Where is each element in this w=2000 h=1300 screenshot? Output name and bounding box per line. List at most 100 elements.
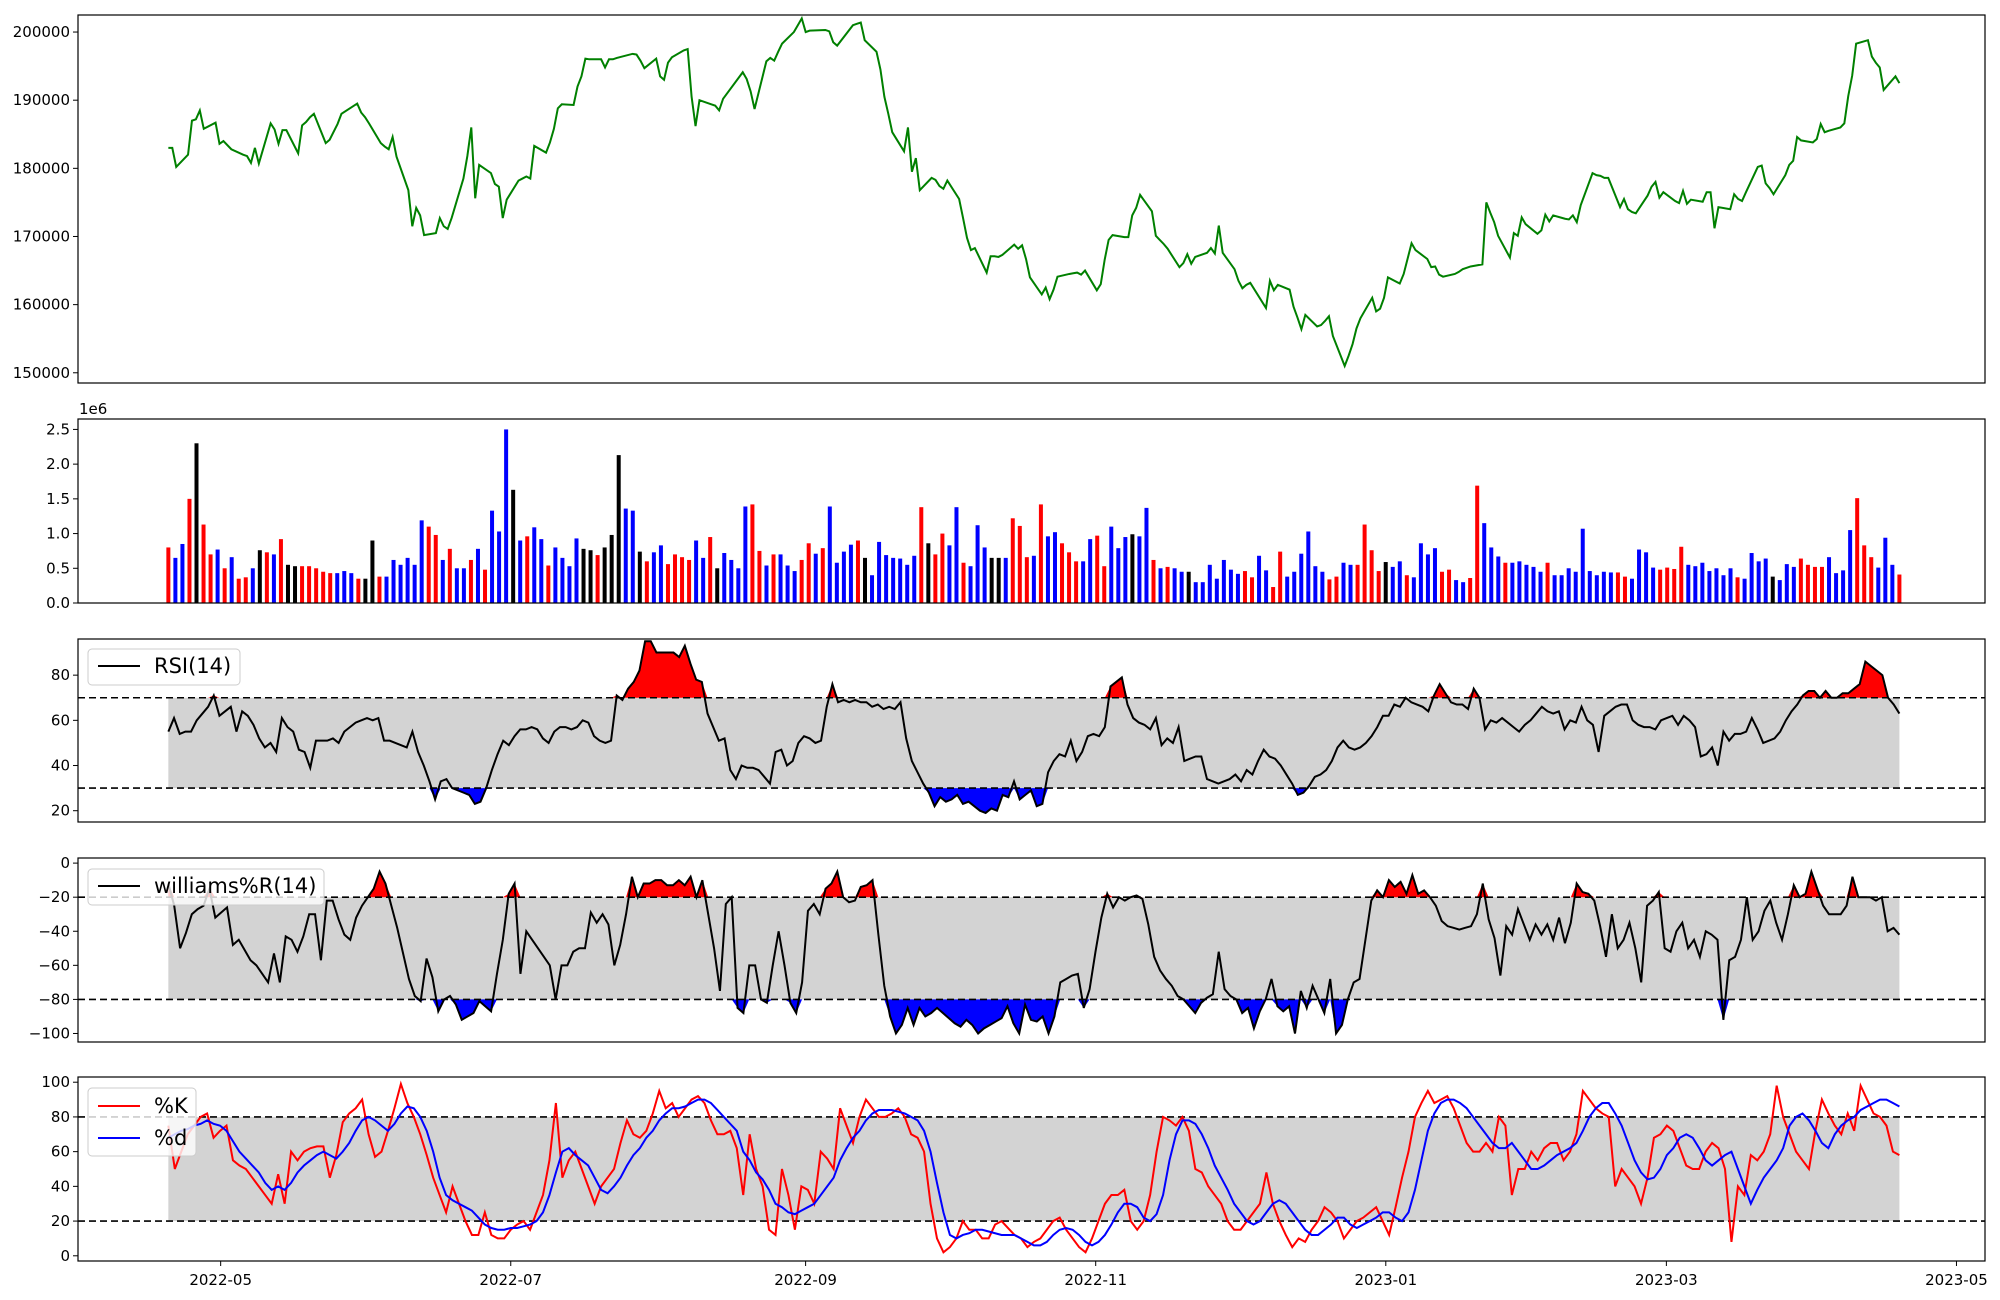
volume-bar [208, 554, 213, 603]
x-tick-label: 2022-11 [1064, 1271, 1127, 1289]
volume-bar [1869, 557, 1874, 603]
stochastic-frame [77, 1076, 1986, 1262]
volume-bar [511, 489, 516, 603]
volume-bar [1250, 577, 1255, 603]
volume-bar [1383, 562, 1388, 603]
volume-bar [848, 544, 853, 603]
volume-bar [426, 526, 431, 603]
volume-bar [651, 552, 656, 603]
volume-bar [1376, 571, 1381, 603]
volume-bar [180, 543, 185, 603]
volume-bar [440, 559, 445, 603]
volume-bar [1819, 566, 1824, 603]
volume-bar [300, 566, 305, 603]
volume-bar [757, 550, 762, 603]
volume-bar [1151, 559, 1156, 603]
volume-bar [377, 576, 382, 603]
volume-bar [834, 562, 839, 603]
volume-bar [1805, 564, 1810, 603]
volume-bar [1510, 562, 1515, 603]
price-line [168, 15, 1901, 369]
volume-bar [1045, 536, 1050, 603]
volume-bar [701, 557, 706, 603]
volume-bar [363, 578, 368, 603]
volume-bar [771, 554, 776, 603]
volume-bar [1221, 559, 1226, 603]
volume-bar [490, 510, 495, 603]
volume-bar [1074, 561, 1079, 603]
volume-bar [1362, 524, 1367, 603]
volume-bar [1580, 528, 1585, 603]
volume-bar [187, 498, 192, 603]
volume-bar [328, 573, 333, 603]
volume-bar [687, 559, 692, 603]
rsi-band [168, 697, 1900, 789]
volume-bar [1369, 550, 1374, 603]
volume-bar [1468, 578, 1473, 603]
volume-bar [257, 550, 262, 603]
stochastic-ytick-label: 20 [51, 1212, 70, 1230]
volume-bar [1897, 574, 1902, 603]
volume-bar [222, 568, 227, 603]
volume-bar [855, 540, 860, 603]
volume-bar [1242, 571, 1247, 603]
volume-bar [293, 566, 298, 603]
volume-bar [1651, 567, 1656, 603]
volume-bar [1496, 556, 1501, 603]
volume-bar [715, 568, 720, 603]
volume-bar [1672, 568, 1677, 603]
volume-bar [982, 547, 987, 603]
volume-bar [1228, 569, 1233, 603]
volume-bar [560, 557, 565, 603]
volume-bar [1622, 576, 1627, 603]
legend-label-k: %K [154, 1094, 189, 1118]
rsi-ytick-label: 80 [51, 666, 70, 684]
stochastic-panel: 0 20 40 60 80 100 2022-05 2022-07 2022-09 2022-11… [41, 1073, 1987, 1289]
volume-bar [539, 539, 544, 603]
volume-bar [1756, 561, 1761, 603]
volume-bar [806, 543, 811, 603]
volume-bar [1341, 562, 1346, 603]
volume-bar [271, 554, 276, 603]
volume-bar [553, 547, 558, 603]
volume-bar [708, 537, 713, 603]
volume-bar [863, 557, 867, 603]
volume-bar [1320, 571, 1325, 603]
williams-ytick-label: −80 [38, 990, 70, 1008]
rsi-line [167, 640, 1901, 815]
volume-bar [1411, 577, 1416, 603]
x-tick-label: 2022-07 [479, 1271, 542, 1289]
volume-bar [1052, 532, 1057, 603]
volume-bar [616, 455, 621, 603]
volume-bar [1552, 575, 1557, 603]
williams-ytick-label: 0 [60, 854, 70, 872]
volume-bar [1355, 564, 1360, 603]
volume-bar [884, 555, 889, 603]
volume-bar [1728, 568, 1733, 603]
volume-bar [384, 576, 389, 603]
volume-bar [335, 573, 340, 603]
volume-bar [799, 559, 804, 603]
x-tick-label: 2023-05 [1925, 1271, 1988, 1289]
volume-bar [1489, 547, 1494, 603]
stochastic-ytick-label: 80 [51, 1108, 70, 1126]
volume-ytick-label: 2.0 [46, 455, 70, 473]
price-ytick-label: 170000 [13, 227, 70, 245]
volume-bar [1003, 557, 1008, 603]
volume-bar [1517, 561, 1522, 603]
volume-bar [623, 508, 628, 603]
rsi-panel: 20 40 60 80 [51, 638, 1986, 823]
volume-bar [236, 578, 241, 603]
volume-bar [1137, 536, 1142, 603]
volume-bar [1031, 555, 1036, 603]
volume-bar [694, 540, 699, 603]
volume-bar [391, 559, 396, 603]
volume-bar [567, 566, 572, 603]
volume-bar [419, 520, 424, 603]
volume-bar [1334, 576, 1339, 603]
volume-bar [919, 507, 924, 603]
stochastic-k-line [167, 1080, 1900, 1254]
volume-bar [905, 564, 910, 603]
volume-bar [1123, 537, 1128, 603]
volume-bar [968, 566, 973, 603]
